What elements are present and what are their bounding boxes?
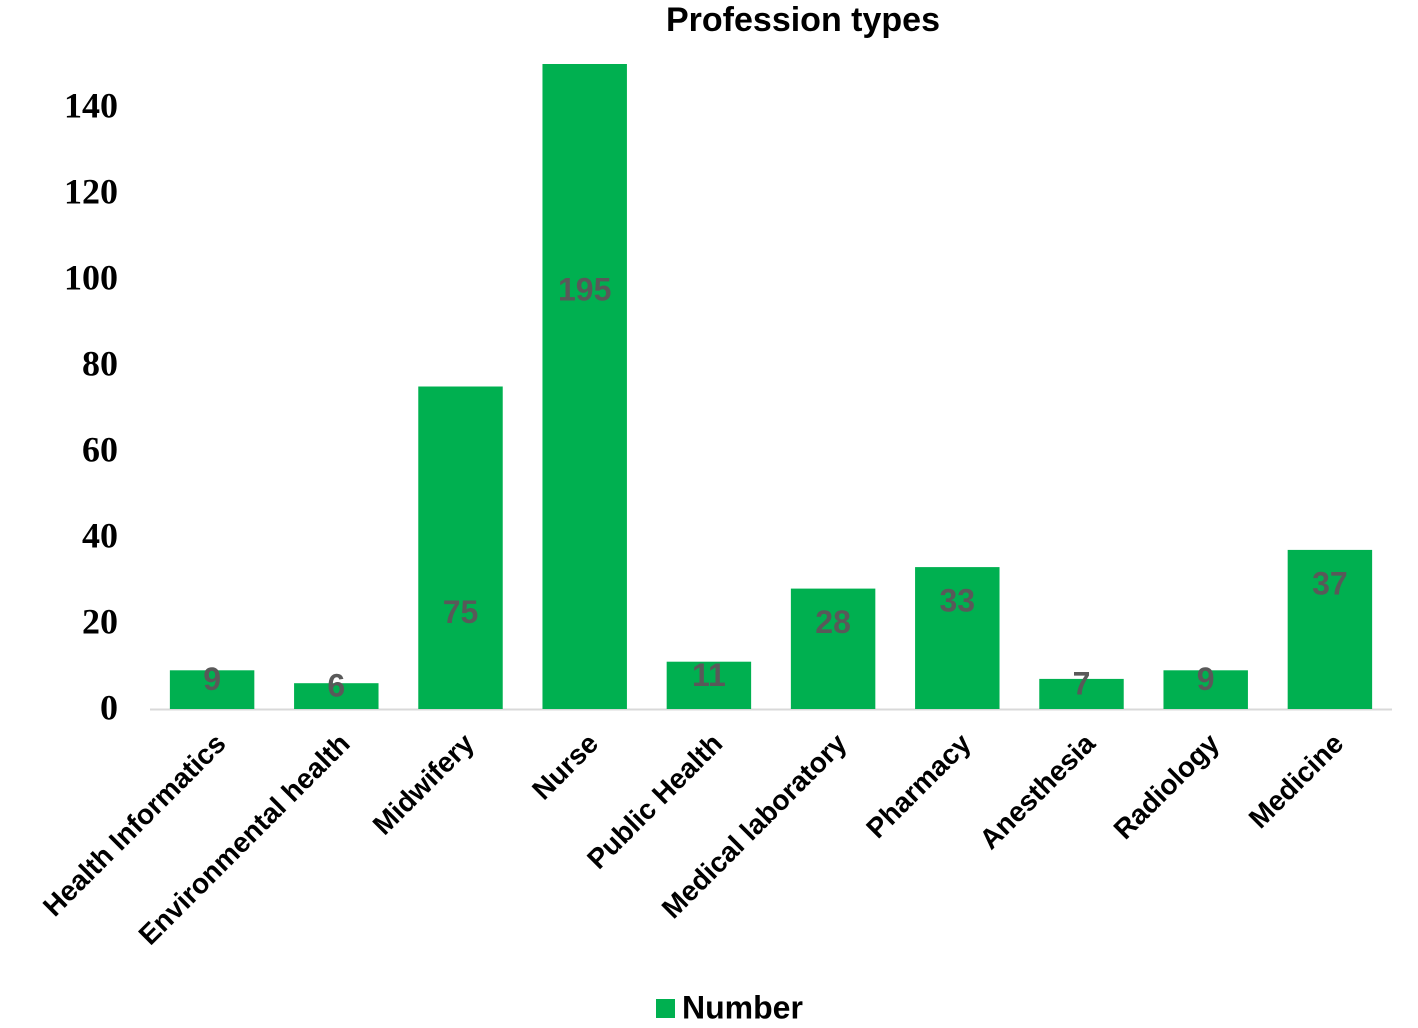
y-tick-label: 40 <box>82 515 118 555</box>
bar <box>542 64 627 709</box>
y-tick-label: 100 <box>64 257 118 297</box>
x-tick-label: Medicine <box>1243 728 1350 835</box>
legend-swatch <box>656 999 675 1018</box>
bar <box>666 661 752 709</box>
y-tick-label: 80 <box>82 343 118 383</box>
data-label: 11 <box>692 657 726 693</box>
data-label: 37 <box>1312 565 1348 601</box>
data-label: 9 <box>1197 661 1215 697</box>
data-label: 33 <box>940 583 976 619</box>
data-label: 75 <box>443 594 479 630</box>
y-tick-label: 140 <box>64 85 118 125</box>
bar <box>418 386 503 709</box>
x-tick-label: Pharmacy <box>860 727 977 844</box>
x-tick-label: Environmental health <box>133 728 356 951</box>
x-tick-label: Nurse <box>526 728 604 806</box>
y-tick-label: 20 <box>82 601 118 641</box>
data-label: 9 <box>203 661 221 697</box>
bar <box>169 670 255 709</box>
bar <box>915 567 1000 709</box>
bar <box>1287 549 1373 709</box>
bar <box>790 588 876 709</box>
data-label: 6 <box>327 668 345 704</box>
bar <box>294 683 379 709</box>
x-tick-label: Anesthesia <box>973 727 1101 855</box>
x-tick-label: Radiology <box>1108 727 1226 845</box>
bar <box>1163 670 1248 709</box>
y-tick-label: 0 <box>100 687 118 727</box>
data-label: 7 <box>1073 665 1091 701</box>
bar <box>1039 678 1124 709</box>
x-tick-label: Midwifery <box>367 727 481 841</box>
y-tick-label: 120 <box>64 171 118 211</box>
y-tick-label: 60 <box>82 429 118 469</box>
data-label: 195 <box>558 271 611 307</box>
chart-title: Profession types <box>666 1 940 39</box>
legend-label: Number <box>682 989 803 1025</box>
data-label: 28 <box>815 604 851 640</box>
